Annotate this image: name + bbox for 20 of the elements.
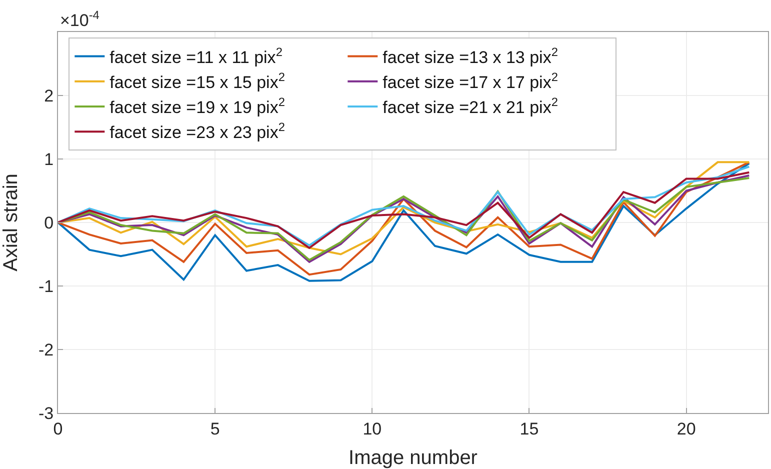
y-axis-title: Axial strain	[0, 174, 22, 272]
y-tick-label: -2	[38, 340, 54, 360]
legend-label: facet size =19 x 19 pix$^{2}$	[110, 94, 286, 118]
legend-label: facet size =21 x 21 pix$^{2}$	[382, 94, 558, 118]
x-tick-label: 15	[520, 419, 539, 438]
legend-label: facet size =13 x 13 pix$^{2}$	[382, 44, 558, 67]
y-tick-label: -1	[38, 276, 54, 296]
x-tick-label: 5	[210, 419, 220, 438]
y-tick-label: -3	[38, 404, 54, 423]
legend-label: facet size =17 x 17 pix$^{2}$	[382, 70, 558, 92]
legend-label: facet size =11 x 11 pix$^{2}$	[110, 44, 283, 67]
text: ×10$^{-4}$	[60, 8, 100, 30]
legend-label: facet size =23 x 23 pix$^{2}$	[110, 120, 286, 142]
legend-label: facet size =15 x 15 pix$^{2}$	[110, 70, 286, 92]
y-tick-label: 1	[44, 150, 54, 169]
y-tick-label: 2	[44, 86, 54, 106]
x-tick-label: 20	[676, 419, 696, 438]
x-axis-title: Image number	[348, 447, 478, 469]
y-tick-label: 0	[44, 213, 54, 232]
x-tick-label: 10	[362, 419, 382, 438]
